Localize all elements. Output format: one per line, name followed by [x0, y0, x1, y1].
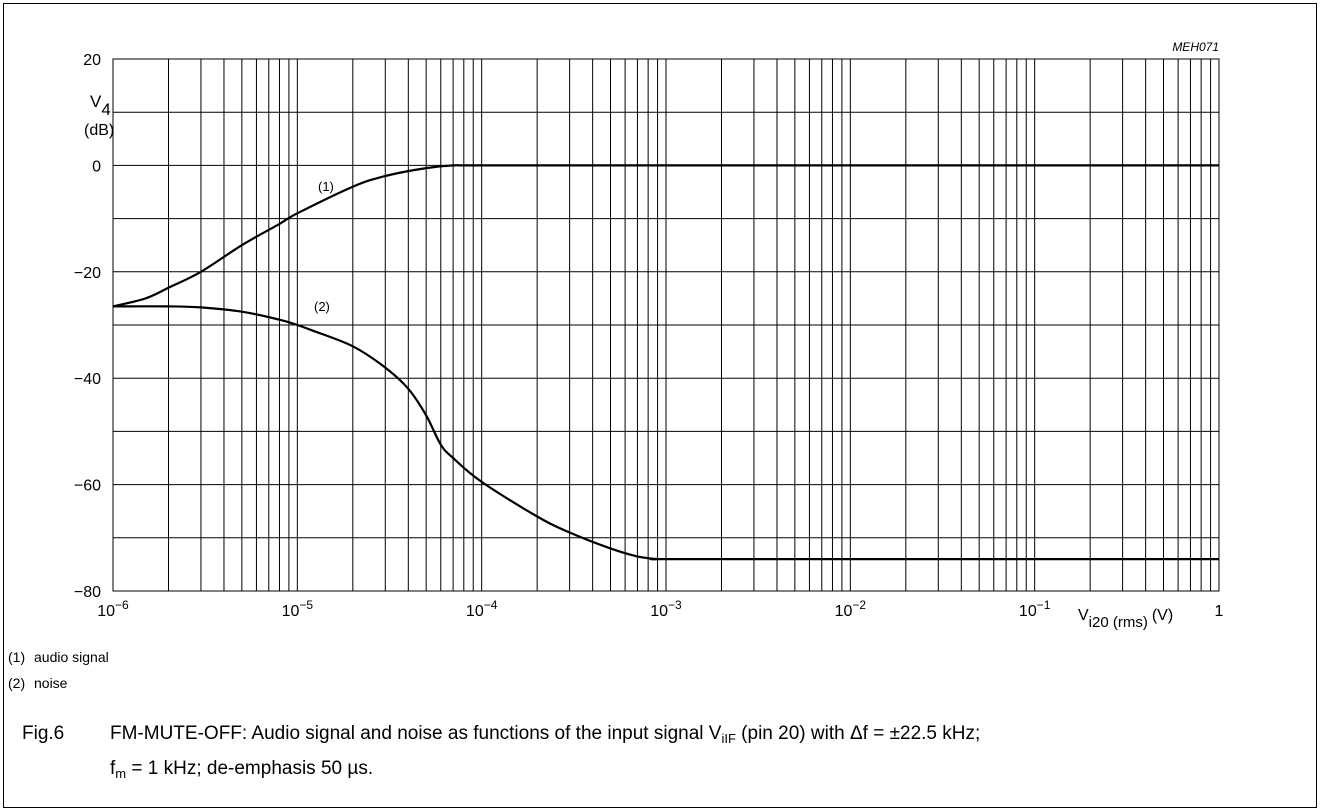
y-tick-label: 20: [83, 52, 101, 69]
series-line-1: [112, 164, 1219, 308]
legend-key-2: (2): [8, 675, 26, 691]
plot-border: [112, 58, 1220, 592]
legend-text-2: noise: [34, 675, 68, 691]
y-tick-label: −20: [74, 265, 101, 282]
caption-sub-f: m: [115, 766, 127, 781]
y-tick-label: −80: [74, 584, 101, 601]
caption-fig-number: Fig.6: [22, 723, 65, 744]
y-axis-unit: (dB): [84, 122, 114, 139]
y-tick-label: −60: [74, 478, 101, 495]
figure-code: MEH071: [1172, 40, 1219, 54]
grid: [112, 58, 1220, 592]
curves: [112, 164, 1219, 561]
legend-item-1: (1) audio signal: [8, 649, 109, 665]
x-axis-symbol: V: [1078, 607, 1089, 624]
caption-text-a: FM-MUTE-OFF: Audio signal and noise as f…: [110, 723, 722, 744]
legend-item-2: (2) noise: [8, 675, 67, 691]
caption-sub-a: iIF: [721, 731, 736, 746]
curve-label-1: (1): [318, 179, 334, 194]
x-tick-label: 10−3: [650, 598, 682, 620]
y-tick-label: 0: [92, 158, 101, 175]
y-tick-label: −40: [74, 371, 101, 388]
y-axis-subscript: 4: [101, 100, 110, 119]
figure-frame: [3, 3, 1317, 808]
x-tick-label: 10−5: [282, 598, 314, 620]
caption-text-b: (pin 20) with Δf = ±22.5 kHz;: [735, 723, 981, 744]
x-axis-subscript: i20 (rms): [1089, 614, 1148, 631]
x-tick-label: 10−4: [466, 598, 498, 620]
x-tick-label: 1: [1215, 603, 1224, 620]
legend-key-1: (1): [8, 649, 26, 665]
series-line-2: [112, 305, 1219, 561]
y-axis-symbol: V: [90, 92, 102, 111]
caption-f: f: [110, 758, 116, 779]
curve-label-2: (2): [314, 299, 330, 314]
x-tick-label: 10−1: [1019, 598, 1051, 620]
x-axis-unit: (V): [1152, 607, 1173, 624]
figure-caption: Fig.6 FM-MUTE-OFF: Audio signal and noise…: [22, 719, 1312, 789]
x-tick-label: 10−6: [97, 598, 129, 620]
caption-text-c: = 1 kHz; de-emphasis 50 µs.: [126, 758, 374, 779]
legend-text-1: audio signal: [34, 649, 109, 665]
x-axis-label: Vi20 (rms) (V): [1078, 607, 1173, 631]
x-tick-label: 10−2: [835, 598, 867, 620]
y-axis-label: V4: [90, 92, 111, 119]
